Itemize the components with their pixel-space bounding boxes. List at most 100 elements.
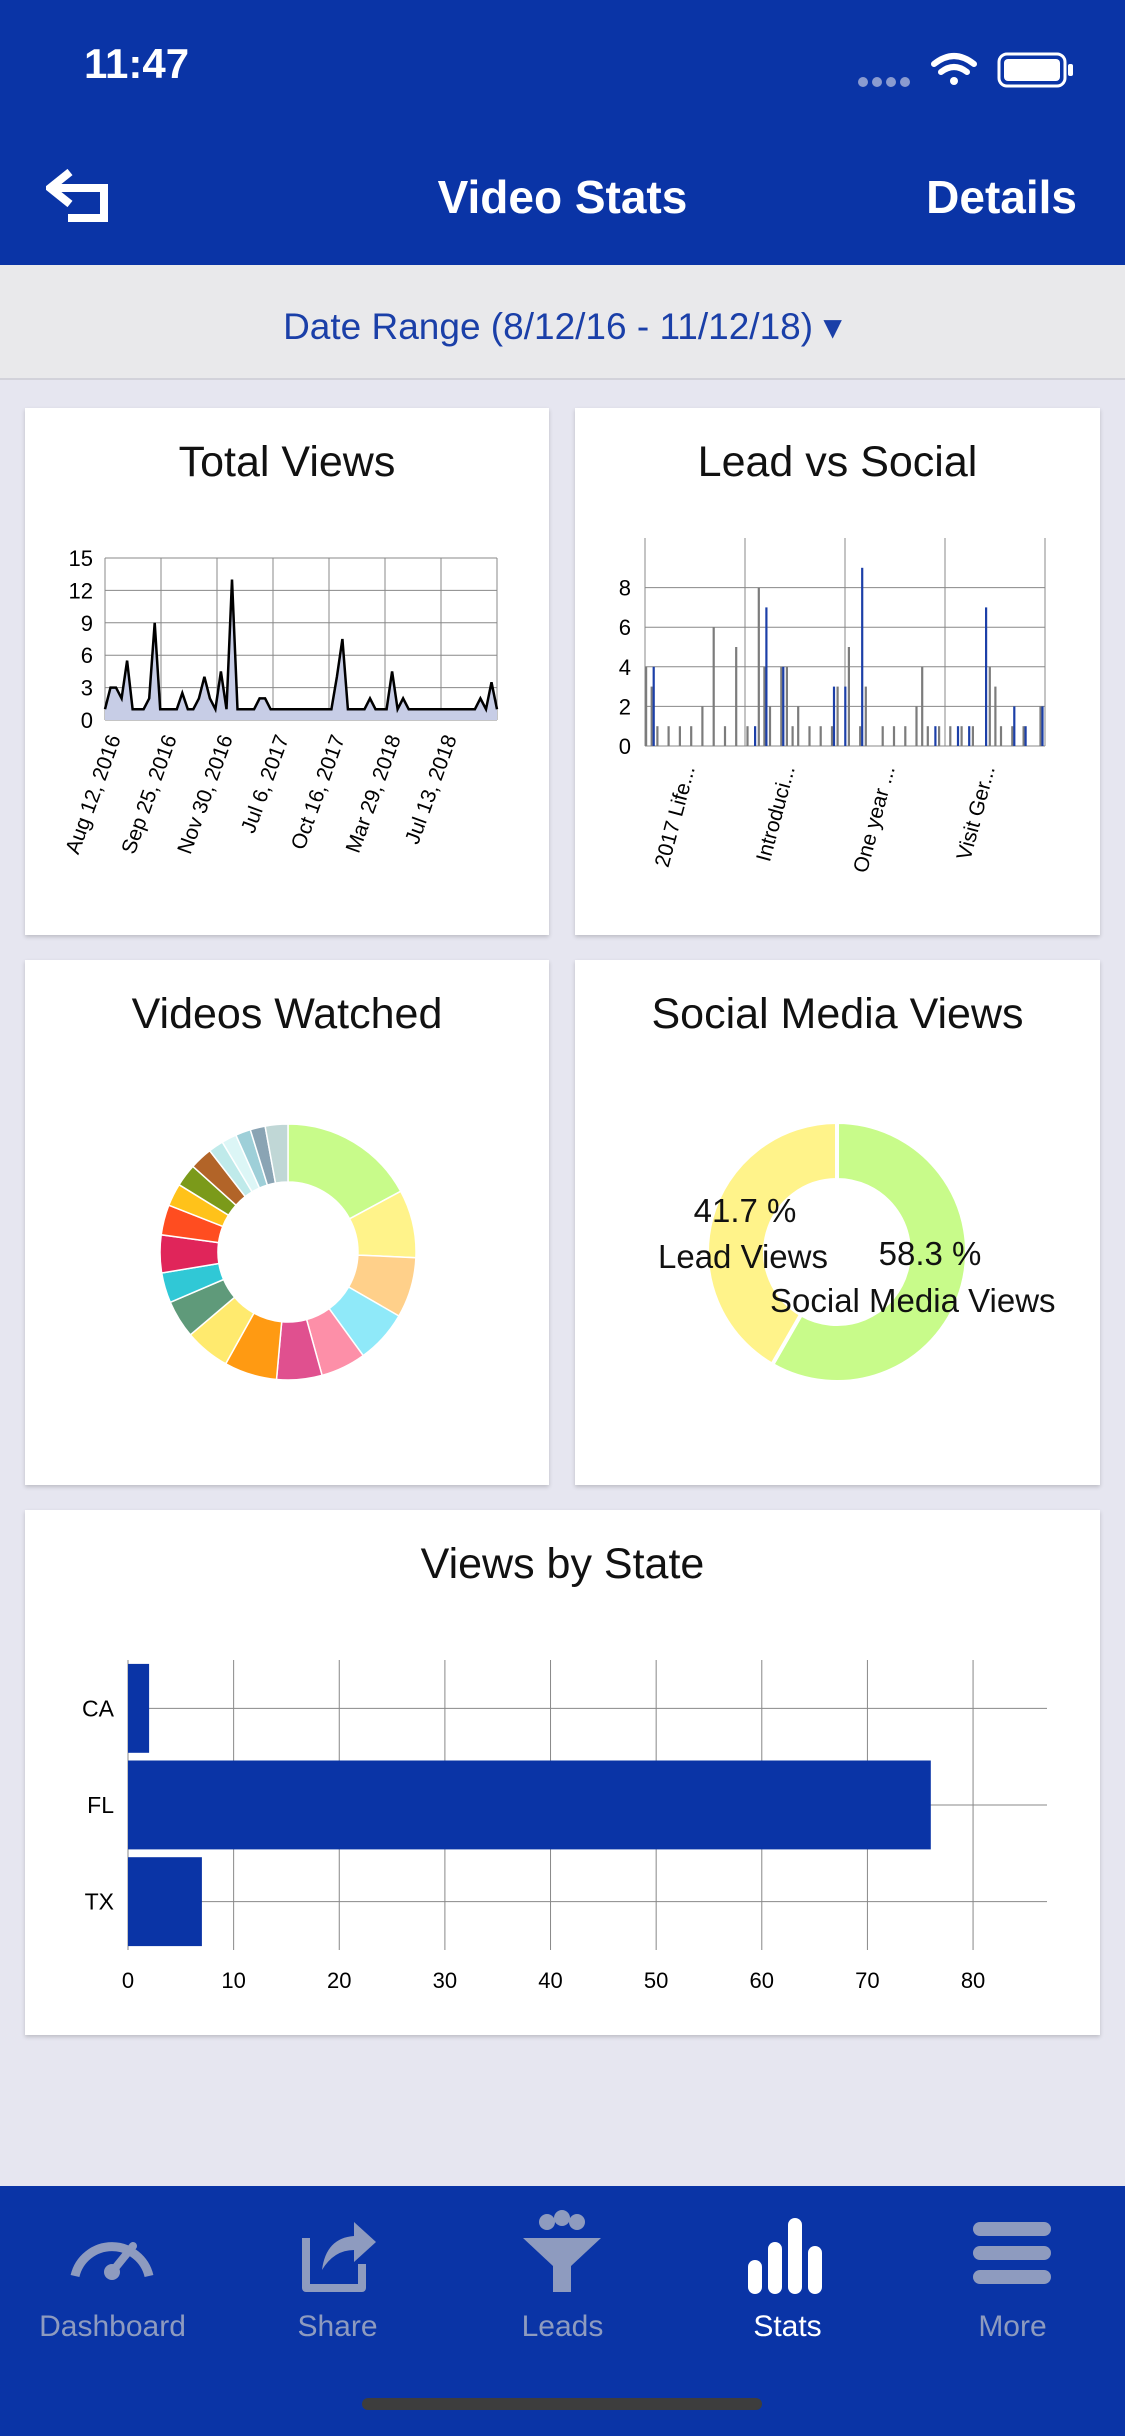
tab-share[interactable]: Share	[225, 2186, 450, 2366]
bar	[836, 686, 839, 746]
y-tick-label: 15	[69, 546, 93, 571]
lead-vs-social-card[interactable]: Lead vs Social 0 2 4 6 8 2017 Life... Introduc…	[575, 408, 1100, 935]
views-by-state-title: Views by State	[420, 1540, 705, 1588]
x-tick-label: Jul 6, 2017	[237, 732, 294, 836]
x-tick-label: Visit Ger...	[953, 763, 1000, 862]
x-tick-label: Jul 13, 2018	[401, 732, 462, 847]
views-by-state-chart: 0 10 20 30 40 50 60 70 80 CA FL TX	[82, 1660, 1047, 1993]
social-media-views-chart: 41.7 % Lead Views 58.3 % Social Media Views	[658, 1119, 1056, 1384]
bar	[723, 726, 727, 746]
y-tick-label: 0	[81, 708, 93, 733]
bar	[780, 666, 783, 746]
series-line	[103, 579, 499, 714]
hamburger-menu-icon	[973, 2222, 1051, 2284]
bar	[754, 726, 757, 746]
bar	[830, 726, 834, 746]
bar	[712, 627, 715, 746]
y-tick-label: 9	[81, 611, 93, 636]
x-tick-label: 70	[855, 1968, 879, 1993]
bar	[808, 726, 811, 746]
bar	[797, 706, 800, 746]
bar	[656, 726, 659, 746]
slice-name-label: Social Media Views	[770, 1282, 1056, 1319]
tab-label-stats: Stats	[753, 2310, 822, 2343]
header: 11:47 Video Stats Details	[0, 0, 1125, 265]
bar	[735, 647, 738, 746]
bar	[678, 726, 681, 746]
y-category-label: CA	[82, 1695, 115, 1721]
bar	[921, 666, 924, 746]
x-tick-label: 30	[433, 1968, 457, 1993]
bar	[690, 726, 693, 746]
bar	[956, 726, 960, 746]
x-tick-label: Sep 25, 2016	[117, 732, 181, 857]
bar	[757, 587, 760, 746]
pie-slice	[264, 1123, 289, 1184]
bar	[881, 726, 884, 746]
bar	[1022, 726, 1025, 746]
home-indicator	[362, 2398, 762, 2410]
y-tick-label: 0	[619, 734, 631, 759]
area-fill	[105, 579, 497, 720]
x-tick-label: 0	[122, 1968, 134, 1993]
y-category-label: TX	[85, 1889, 114, 1915]
y-tick-label: 6	[619, 615, 631, 640]
bar	[645, 666, 648, 746]
total-views-title: Total Views	[178, 438, 396, 486]
bar-chart-icon	[748, 2218, 822, 2294]
y-tick-label: 8	[619, 576, 631, 601]
back-arrow-icon[interactable]	[46, 168, 112, 224]
bar	[701, 706, 704, 746]
videos-watched-card[interactable]: Videos Watched	[25, 960, 549, 1485]
videos-watched-title: Videos Watched	[131, 990, 443, 1038]
slice-name-label: Lead Views	[658, 1238, 828, 1275]
total-views-card[interactable]: Total Views 0 3 6 9 12 15 Aug 12, 2016 Sep 25, …	[25, 408, 549, 935]
lead-vs-social-chart: 0 2 4 6 8 2017 Life... Introduci... One year ..…	[619, 538, 1046, 875]
wifi-icon	[931, 53, 977, 85]
bar	[1024, 726, 1027, 746]
x-tick-label: One year ...	[849, 763, 900, 875]
bar	[934, 726, 937, 746]
y-tick-label: 12	[69, 578, 93, 603]
bar	[763, 666, 766, 746]
bar	[746, 726, 749, 746]
bar	[791, 726, 794, 746]
x-tick-label: 2017 Life...	[651, 763, 700, 869]
details-button[interactable]: Details	[926, 171, 1077, 223]
bar	[988, 666, 991, 746]
y-tick-label: 3	[81, 676, 93, 701]
page-title: Video Stats	[437, 171, 688, 223]
x-tick-label: 20	[327, 1968, 351, 1993]
social-media-views-title: Social Media Views	[651, 990, 1024, 1038]
date-range-selector[interactable]: Date Range (8/12/16 - 11/12/18) ▾	[283, 306, 842, 347]
bar	[847, 647, 850, 746]
lead-vs-social-title: Lead vs Social	[697, 438, 978, 486]
tab-label-more: More	[978, 2310, 1047, 2343]
tab-stats[interactable]: Stats	[675, 2186, 900, 2366]
pie-slice	[705, 1119, 839, 1368]
tab-more[interactable]: More	[900, 2186, 1125, 2366]
status-icons	[858, 52, 1073, 88]
leads-funnel-icon	[523, 2210, 601, 2292]
tab-label-leads: Leads	[521, 2310, 604, 2343]
views-by-state-card[interactable]: Views by State 0 10 20 30 40 50 60 70 80 CA FL TX	[25, 1510, 1100, 2035]
bar	[652, 666, 655, 746]
bar	[782, 666, 785, 746]
social-media-views-card[interactable]: Social Media Views 41.7 % Lead Views 58.3 …	[575, 960, 1100, 1485]
tab-leads[interactable]: Leads	[450, 2186, 675, 2366]
x-tick-label: Introduci...	[752, 763, 800, 864]
date-range-bar: Date Range (8/12/16 - 11/12/18) ▾	[0, 265, 1125, 380]
bar	[904, 726, 907, 746]
slice-value-label: 58.3 %	[879, 1235, 982, 1272]
bar	[960, 726, 963, 746]
bar	[938, 726, 941, 746]
y-tick-label: 2	[619, 694, 631, 719]
bar	[915, 706, 918, 746]
bar	[844, 686, 847, 746]
tab-dashboard[interactable]: Dashboard	[0, 2186, 225, 2366]
bar	[861, 567, 864, 746]
bar	[994, 686, 997, 746]
share-icon	[302, 2222, 376, 2292]
y-tick-label: 6	[81, 643, 93, 668]
